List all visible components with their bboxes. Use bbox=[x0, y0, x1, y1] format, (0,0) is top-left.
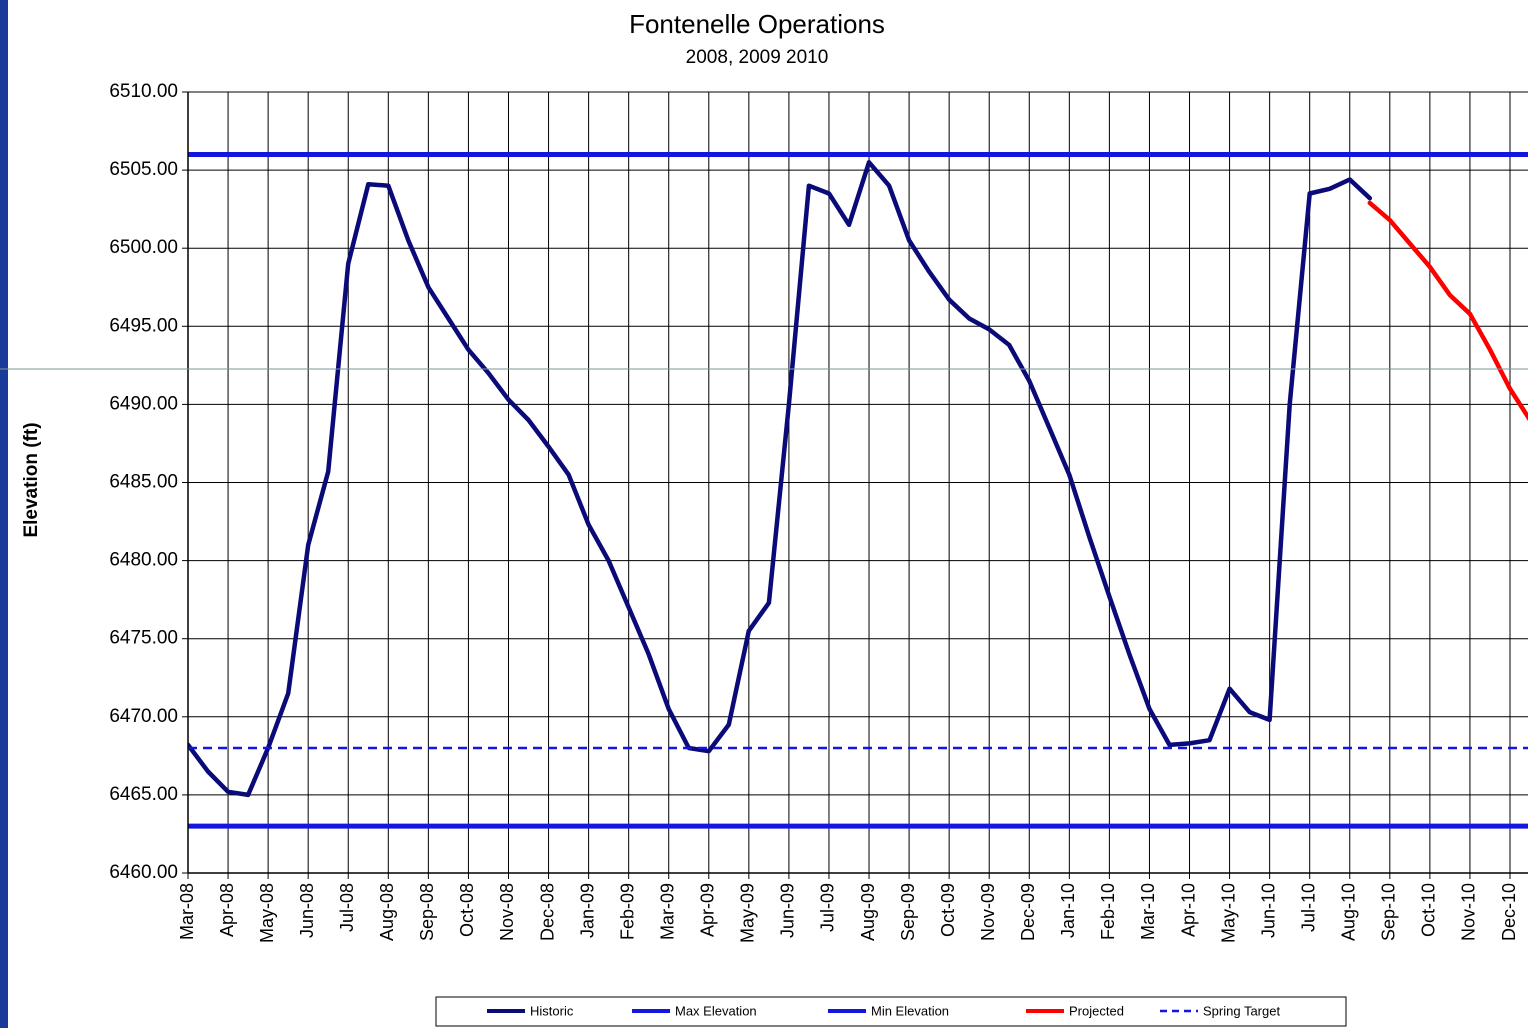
x-tick-label: Mar-08 bbox=[177, 883, 197, 940]
x-tick-label: Jun-10 bbox=[1258, 883, 1278, 938]
y-tick-label: 6460.00 bbox=[109, 862, 178, 883]
series-line bbox=[1367, 200, 1528, 422]
x-tick-label: Dec-08 bbox=[537, 883, 557, 941]
x-tick-label: May-08 bbox=[257, 883, 277, 943]
x-tick-label: Dec-10 bbox=[1499, 883, 1519, 941]
y-tick-label: 6475.00 bbox=[109, 628, 178, 649]
x-tick-label: Dec-09 bbox=[1018, 883, 1038, 941]
y-tick-label: 6495.00 bbox=[109, 315, 178, 336]
x-tick-label: Apr-09 bbox=[698, 883, 718, 937]
x-tick-label: Aug-09 bbox=[858, 883, 878, 941]
axes: 6460.00 6465.00 6470.00 6475.00 6480.00 6485.… bbox=[109, 81, 1528, 943]
x-tick-label: Oct-10 bbox=[1419, 883, 1439, 937]
x-tick-label: Jul-09 bbox=[818, 883, 838, 932]
chart-title: Fontenelle Operations bbox=[629, 9, 885, 39]
x-tick-label: Sep-10 bbox=[1379, 883, 1399, 941]
x-tick-label: Aug-08 bbox=[377, 883, 397, 941]
y-tick-label: 6480.00 bbox=[109, 550, 178, 571]
x-tick-label: May-09 bbox=[738, 883, 758, 943]
x-tick-label: Oct-09 bbox=[938, 883, 958, 937]
x-tick-label: Nov-08 bbox=[497, 883, 517, 941]
y-tick-label: 6510.00 bbox=[109, 81, 178, 102]
x-tick-label: Jan-10 bbox=[1058, 883, 1078, 938]
x-tick-label: Oct-08 bbox=[457, 883, 477, 937]
x-tick-label: Apr-08 bbox=[217, 883, 237, 937]
side-strip bbox=[0, 0, 8, 1028]
x-tick-label: Jul-08 bbox=[337, 883, 357, 932]
legend bbox=[435, 996, 1347, 1027]
chart-subtitle: 2008, 2009 2010 bbox=[686, 47, 829, 68]
x-tick-label: Nov-09 bbox=[978, 883, 998, 941]
y-tick-label: 6505.00 bbox=[109, 159, 178, 180]
legend-label: Min Elevation bbox=[871, 1003, 949, 1018]
y-tick-label: 6490.00 bbox=[109, 393, 178, 414]
grid bbox=[187, 91, 1528, 874]
x-tick-label: Mar-10 bbox=[1138, 883, 1158, 940]
x-tick-label: Feb-10 bbox=[1098, 883, 1118, 940]
y-axis-title: Elevation (ft) bbox=[21, 422, 42, 537]
x-tick-label: Jul-10 bbox=[1298, 883, 1318, 932]
y-tick-label: 6500.00 bbox=[109, 237, 178, 258]
legend-label: Projected bbox=[1069, 1003, 1124, 1018]
legend-label: Historic bbox=[530, 1003, 574, 1018]
y-tick-label: 6470.00 bbox=[109, 706, 178, 727]
x-tick-label: Apr-10 bbox=[1178, 883, 1198, 937]
x-tick-label: Jun-08 bbox=[297, 883, 317, 938]
x-tick-label: Feb-09 bbox=[617, 883, 637, 940]
x-tick-label: Mar-09 bbox=[657, 883, 677, 940]
y-tick-label: 6485.00 bbox=[109, 472, 178, 493]
plot-area bbox=[188, 151, 1528, 829]
legend-label: Max Elevation bbox=[675, 1003, 757, 1018]
x-tick-label: Jan-09 bbox=[577, 883, 597, 938]
legend-label: Spring Target bbox=[1203, 1003, 1280, 1018]
x-tick-label: May-10 bbox=[1218, 883, 1238, 943]
x-tick-label: Jun-09 bbox=[778, 883, 798, 938]
x-tick-label: Aug-10 bbox=[1339, 883, 1359, 941]
x-tick-label: Sep-08 bbox=[417, 883, 437, 941]
series-line bbox=[188, 160, 1373, 798]
y-tick-label: 6465.00 bbox=[109, 784, 178, 805]
x-tick-label: Sep-09 bbox=[898, 883, 918, 941]
legend-items: Historic Max Elevation Min Elevation Projec… bbox=[487, 1003, 1280, 1018]
x-tick-label: Nov-10 bbox=[1459, 883, 1479, 941]
